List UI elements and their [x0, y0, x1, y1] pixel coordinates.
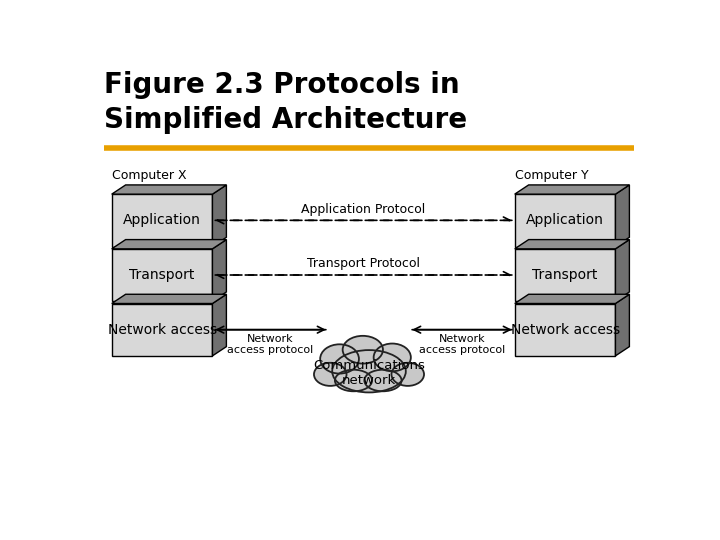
Text: Application: Application [123, 213, 201, 227]
Polygon shape [616, 185, 629, 247]
Text: Transport: Transport [532, 268, 598, 282]
Polygon shape [515, 240, 629, 249]
Text: Transport Protocol: Transport Protocol [307, 258, 420, 271]
Polygon shape [616, 240, 629, 301]
Polygon shape [212, 185, 226, 247]
Polygon shape [515, 294, 629, 303]
Polygon shape [112, 249, 212, 301]
Text: Communications
network: Communications network [313, 359, 425, 387]
Polygon shape [112, 240, 226, 249]
Ellipse shape [364, 370, 402, 392]
Polygon shape [112, 194, 212, 247]
Ellipse shape [314, 363, 346, 386]
Text: Computer Y: Computer Y [515, 169, 588, 182]
Ellipse shape [332, 350, 406, 393]
Text: Simplified Architecture: Simplified Architecture [104, 106, 467, 134]
Text: Computer X: Computer X [112, 169, 186, 182]
Polygon shape [212, 294, 226, 356]
Polygon shape [112, 303, 212, 356]
Ellipse shape [374, 343, 411, 372]
Text: Transport: Transport [130, 268, 195, 282]
Text: Application: Application [526, 213, 604, 227]
Polygon shape [515, 249, 616, 301]
Text: Application Protocol: Application Protocol [302, 202, 426, 215]
Text: Figure 2.3 Protocols in: Figure 2.3 Protocols in [104, 71, 459, 99]
Polygon shape [112, 294, 226, 303]
Text: Network
access protocol: Network access protocol [228, 334, 314, 355]
Polygon shape [616, 294, 629, 356]
Polygon shape [515, 194, 616, 247]
Text: Network access: Network access [107, 323, 217, 336]
Ellipse shape [392, 363, 424, 386]
Polygon shape [112, 185, 226, 194]
Polygon shape [212, 240, 226, 301]
Text: Network access: Network access [510, 323, 620, 336]
Ellipse shape [335, 370, 372, 392]
Ellipse shape [343, 336, 383, 363]
Text: Network
access protocol: Network access protocol [419, 334, 505, 355]
Polygon shape [515, 303, 616, 356]
Polygon shape [515, 185, 629, 194]
Ellipse shape [320, 345, 359, 374]
